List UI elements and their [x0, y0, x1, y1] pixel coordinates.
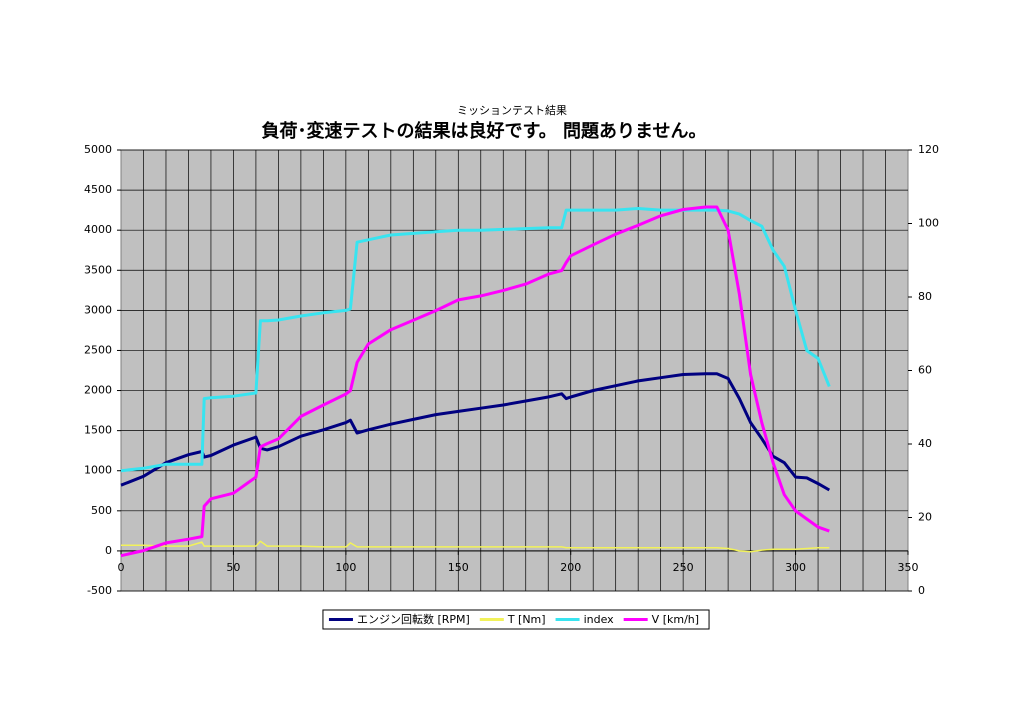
y2-tick-label: 100 [918, 217, 939, 230]
y2-tick-label: 60 [918, 364, 932, 377]
x-tick-label: 300 [785, 561, 806, 574]
y-tick-label: 5000 [84, 143, 112, 156]
series-line [120, 205, 830, 558]
x-tick-label: 150 [448, 561, 469, 574]
x-tick-label: 250 [673, 561, 694, 574]
x-tick-label: 50 [226, 561, 240, 574]
y-tick-label: 1000 [84, 464, 112, 477]
y2-tick-label: 80 [918, 290, 932, 303]
y-tick-label: 1500 [84, 424, 112, 437]
legend-label: エンジン回転数 [RPM] [357, 613, 470, 626]
y-tick-label: 500 [91, 504, 112, 517]
y2-tick-label: 120 [918, 143, 939, 156]
x-tick-label: 200 [560, 561, 581, 574]
chart-subtitle: 負荷･変速テストの結果は良好です。 問題ありません。 [262, 120, 707, 142]
plot-area [120, 149, 909, 592]
y2-tick-label: 20 [918, 511, 932, 524]
legend-box [322, 609, 710, 630]
y-tick-label: 2500 [84, 343, 112, 356]
y-tick-label: 4000 [84, 223, 112, 236]
legend-label: index [584, 613, 615, 626]
y-tick-label: 3500 [84, 263, 112, 276]
series-line [121, 540, 830, 553]
legend-label: V [km/h] [652, 613, 699, 626]
y2-tick-label: 0 [918, 584, 925, 597]
chart-title: ミッションテスト結果 [457, 103, 567, 117]
y-tick-label: 0 [105, 544, 112, 557]
series-line [120, 372, 831, 492]
legend: エンジン回転数 [RPM] T [Nm] index V [km/h] [322, 609, 710, 630]
x-tick-label: 0 [118, 561, 125, 574]
series-line [120, 207, 831, 473]
y-tick-label: 3000 [84, 303, 112, 316]
y-tick-label: -500 [87, 584, 112, 597]
y2-tick-label: 40 [918, 437, 932, 450]
y-tick-label: 2000 [84, 384, 112, 397]
x-tick-label: 100 [335, 561, 356, 574]
x-tick-label: 350 [898, 561, 919, 574]
legend-label: T [Nm] [507, 613, 546, 626]
y-tick-label: 4500 [84, 183, 112, 196]
